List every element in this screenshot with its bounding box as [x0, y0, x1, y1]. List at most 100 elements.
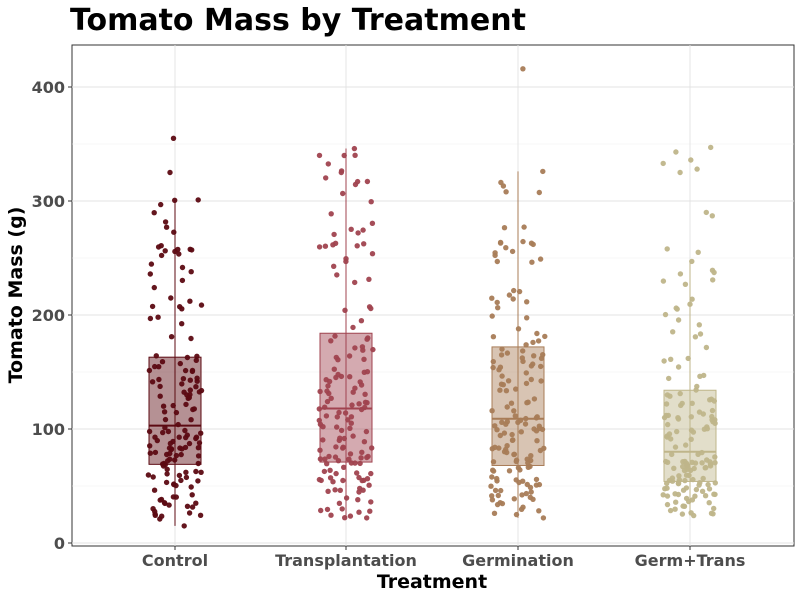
data-point: [161, 500, 168, 506]
x-tick-label: Germination: [462, 551, 574, 570]
data-point: [513, 511, 520, 518]
data-point: [365, 453, 371, 460]
data-point: [351, 145, 358, 152]
data-point: [700, 475, 706, 482]
data-point: [368, 199, 374, 205]
data-point: [162, 219, 169, 225]
data-point: [361, 356, 367, 362]
data-point: [498, 487, 504, 494]
data-point: [160, 429, 166, 436]
data-point: [179, 321, 185, 327]
data-point: [178, 477, 184, 484]
data-point: [156, 376, 162, 383]
data-point: [152, 363, 158, 370]
data-point: [323, 175, 329, 181]
data-point: [506, 468, 513, 474]
data-point: [176, 434, 182, 440]
data-point: [152, 449, 159, 456]
data-point: [527, 494, 533, 500]
data-point: [193, 500, 199, 506]
data-point: [159, 359, 166, 365]
data-point: [147, 443, 153, 449]
data-point: [664, 459, 671, 465]
data-point: [340, 477, 346, 484]
data-point: [317, 388, 323, 395]
data-point: [188, 269, 194, 275]
data-point: [167, 440, 174, 447]
data-point: [186, 440, 193, 447]
data-point: [342, 410, 349, 416]
data-point: [524, 299, 530, 305]
data-point: [161, 460, 167, 467]
data-point: [504, 443, 510, 449]
data-point: [660, 278, 667, 284]
data-point: [340, 190, 346, 197]
data-point: [171, 481, 177, 488]
data-point: [193, 384, 199, 390]
data-point: [511, 287, 517, 294]
data-point: [195, 197, 201, 203]
data-point: [689, 400, 695, 406]
data-point: [161, 409, 168, 415]
data-point: [182, 367, 189, 374]
data-point: [172, 197, 178, 203]
data-point: [332, 487, 338, 493]
data-point: [369, 445, 375, 451]
data-point: [193, 468, 199, 475]
data-point: [325, 383, 331, 389]
data-point: [189, 492, 195, 498]
data-point: [366, 482, 372, 488]
data-point: [679, 400, 685, 407]
data-point: [367, 508, 373, 514]
data-point: [687, 301, 693, 307]
data-point: [323, 413, 330, 419]
data-point: [337, 435, 343, 441]
data-point: [360, 347, 366, 353]
data-point: [155, 244, 162, 250]
data-point: [708, 510, 715, 516]
data-point: [362, 399, 369, 405]
data-point: [692, 460, 699, 466]
data-point: [356, 401, 362, 407]
data-point: [197, 512, 204, 518]
data-point: [503, 388, 510, 394]
data-point: [336, 500, 343, 506]
data-point: [332, 333, 338, 339]
data-point: [696, 322, 702, 328]
data-point: [667, 393, 673, 399]
data-point: [349, 402, 355, 408]
data-point: [519, 492, 525, 498]
data-point: [327, 467, 333, 473]
data-point: [179, 264, 186, 271]
data-point: [164, 471, 170, 477]
data-point: [496, 367, 502, 373]
data-point: [533, 476, 540, 483]
data-point: [501, 430, 508, 436]
data-point: [489, 497, 496, 503]
data-point: [663, 412, 669, 419]
data-point: [181, 523, 187, 529]
data-point: [188, 484, 194, 490]
data-point: [665, 421, 671, 428]
data-point: [497, 239, 504, 246]
data-point: [536, 508, 542, 514]
data-point: [167, 169, 173, 176]
data-point: [176, 251, 182, 257]
data-point: [347, 425, 353, 431]
plot-panel: [71, 44, 795, 547]
data-point: [660, 492, 666, 498]
data-point: [512, 413, 518, 419]
data-point: [511, 496, 517, 502]
data-point: [501, 225, 508, 231]
data-point: [146, 367, 153, 374]
data-point: [366, 276, 372, 282]
data-point: [343, 258, 349, 265]
data-point: [695, 249, 701, 255]
data-point: [341, 435, 347, 442]
data-point: [509, 431, 515, 438]
data-point: [318, 507, 324, 514]
data-point: [341, 152, 347, 159]
data-point: [524, 456, 530, 462]
data-point: [333, 444, 339, 450]
